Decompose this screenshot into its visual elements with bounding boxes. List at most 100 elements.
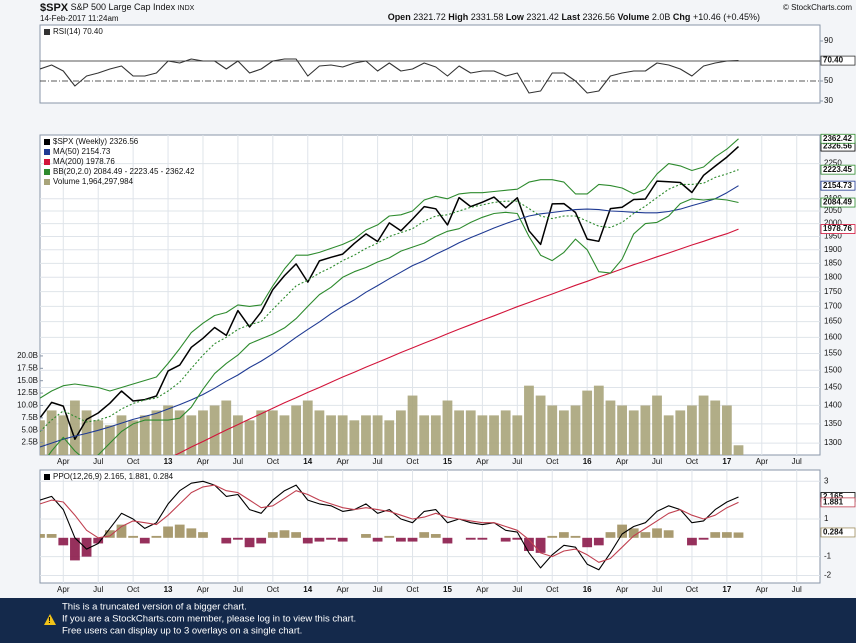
x-tick-label: Jul xyxy=(792,585,802,594)
series-line xyxy=(40,484,739,563)
bar xyxy=(151,535,162,538)
legend-label: Volume 1,964,297,984 xyxy=(53,177,134,186)
bar xyxy=(652,528,662,538)
x-tick-label: Oct xyxy=(686,457,699,466)
quote-label: Volume xyxy=(618,12,650,22)
bar xyxy=(104,530,115,538)
x-tick-label: Jul xyxy=(652,585,662,594)
bar xyxy=(628,528,639,538)
x-tick-label: Oct xyxy=(686,585,699,594)
y-tick-label: 1800 xyxy=(824,272,842,281)
y2-tick-label: 12.5B xyxy=(17,388,38,397)
bar xyxy=(477,537,488,540)
y-tick-label: -1 xyxy=(824,552,832,561)
x-tick-label: 17 xyxy=(722,585,731,594)
value-label: 1.881 xyxy=(823,497,844,506)
bar xyxy=(93,537,104,544)
bar xyxy=(640,405,651,455)
y-tick-label: 90 xyxy=(824,36,833,45)
bar xyxy=(384,535,395,538)
bar xyxy=(186,528,197,538)
bar xyxy=(698,537,709,540)
legend-label: $SPX (Weekly) 2326.56 xyxy=(53,137,139,146)
bar xyxy=(419,415,430,455)
datetime: 14-Feb-2017 11:24am xyxy=(40,14,119,23)
bar xyxy=(256,537,267,544)
x-tick-label: Jul xyxy=(512,585,522,594)
bar xyxy=(407,395,418,455)
y2-tick-label: 15.0B xyxy=(17,376,38,385)
y-tick-label: 1950 xyxy=(824,232,842,241)
x-tick-label: Apr xyxy=(476,585,489,594)
x-tick-label: Oct xyxy=(406,457,419,466)
bar xyxy=(151,410,162,455)
value-box xyxy=(820,55,856,66)
x-tick-label: Oct xyxy=(267,585,280,594)
x-tick-label: Apr xyxy=(197,457,210,466)
bar xyxy=(221,537,232,544)
bar xyxy=(687,537,697,546)
plot-area xyxy=(40,58,820,94)
y-tick-label: 50 xyxy=(824,76,833,85)
quote-value: 2321.72 xyxy=(413,12,446,22)
bar xyxy=(558,410,569,455)
bar xyxy=(104,425,115,455)
bar xyxy=(721,405,732,455)
bar xyxy=(81,537,92,557)
footer-line: If you are a StockCharts.com member, ple… xyxy=(62,614,356,625)
bar xyxy=(384,420,395,455)
bar xyxy=(465,410,476,455)
bar xyxy=(116,524,127,538)
bar xyxy=(558,532,569,538)
symbol: $SPX xyxy=(40,2,69,14)
bar xyxy=(174,410,185,455)
x-tick-label: Apr xyxy=(57,457,70,466)
bar xyxy=(570,535,581,538)
series-line xyxy=(48,198,739,455)
bar xyxy=(302,400,313,455)
y-tick-label: 1400 xyxy=(824,400,842,409)
bar xyxy=(442,537,453,544)
value-box xyxy=(820,133,856,144)
quote-value: 2.0B xyxy=(652,12,671,22)
bar xyxy=(628,410,639,455)
y-tick-label: 1550 xyxy=(824,349,842,358)
x-tick-label: Jul xyxy=(233,457,243,466)
bar xyxy=(361,415,371,455)
bar xyxy=(582,390,593,455)
x-tick-label: Apr xyxy=(476,457,489,466)
y-tick-label: 1300 xyxy=(824,438,842,447)
bar xyxy=(721,532,732,538)
quote-value: 2331.58 xyxy=(471,12,504,22)
bar xyxy=(407,537,418,542)
x-tick-label: Apr xyxy=(336,457,349,466)
bar xyxy=(314,537,325,542)
x-tick-label: Apr xyxy=(616,457,629,466)
bar xyxy=(244,420,255,455)
bar xyxy=(291,405,302,455)
x-tick-label: 16 xyxy=(583,585,592,594)
bar xyxy=(58,537,69,546)
bar xyxy=(640,532,651,538)
quote: Open 2321.72 High 2331.58 Low 2321.42 La… xyxy=(388,12,760,22)
legend-label: MA(200) 1978.76 xyxy=(53,157,115,166)
bar xyxy=(139,537,150,544)
x-tick-label: Oct xyxy=(406,585,419,594)
panel xyxy=(39,24,821,104)
bar xyxy=(163,405,173,455)
bar xyxy=(547,405,558,455)
y-tick-label: 1 xyxy=(824,514,829,523)
x-tick-label: Oct xyxy=(267,457,280,466)
bar xyxy=(372,415,383,455)
bar xyxy=(535,395,546,455)
y-tick-label: 2050 xyxy=(824,206,842,215)
bar xyxy=(209,405,220,455)
x-tick-label: Oct xyxy=(546,585,559,594)
quote-label: Low xyxy=(506,12,525,22)
legend-icon xyxy=(44,29,50,35)
bar xyxy=(58,415,69,455)
value-label: 2.165 xyxy=(823,492,844,501)
bar xyxy=(582,537,593,548)
quote-value: 2326.56 xyxy=(582,12,615,22)
bar xyxy=(698,395,709,455)
